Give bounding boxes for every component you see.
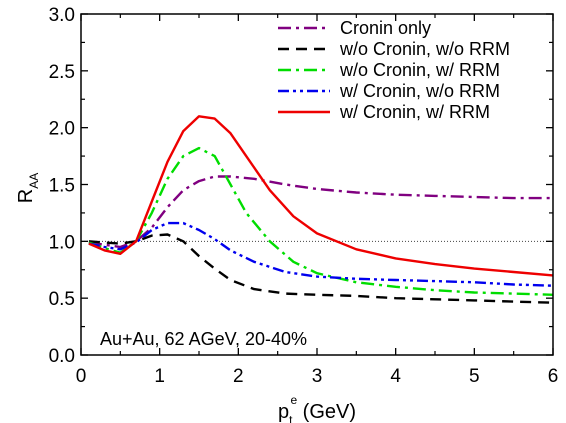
x-axis-title-sup: e	[290, 393, 297, 407]
legend-label-3: w/o Cronin, w/ RRM	[339, 60, 500, 80]
x-axis-title-main: p	[278, 401, 289, 423]
y-tick-label: 1.5	[49, 176, 75, 197]
y-tick-label: 0.0	[49, 346, 75, 367]
x-tick-label: 2	[233, 366, 244, 387]
legend-label-2: w/o Cronin, w/o RRM	[339, 39, 510, 59]
x-tick-label: 3	[312, 366, 323, 387]
y-tick-label: 1.0	[49, 232, 75, 253]
y-axis-title: RAA	[15, 173, 41, 203]
series-line-2	[88, 233, 553, 304]
series-layer	[88, 115, 553, 304]
series-line-4	[88, 221, 553, 287]
series-line-3	[88, 146, 553, 296]
ticks-layer: 0 1 2 3 4 5 6 0.0 0.5 1.0 1.5 2.0 2.5 3.0	[49, 5, 559, 387]
x-tick-label: 0	[76, 366, 87, 387]
x-axis-title: pte (GeV)	[278, 393, 356, 423]
y-axis-title-main: R	[15, 189, 37, 203]
legend-label-1: Cronin only	[340, 18, 431, 38]
x-axis-title-rest: (GeV)	[297, 401, 356, 423]
series-line-5	[88, 115, 553, 277]
x-tick-label: 6	[548, 366, 559, 387]
x-tick-label: 5	[469, 366, 480, 387]
y-tick-label: 2.5	[49, 62, 75, 83]
y-tick-label: 3.0	[49, 5, 75, 26]
legend-label-5: w/ Cronin, w/ RRM	[339, 102, 490, 122]
y-tick-label: 2.0	[49, 119, 75, 140]
legend-label-4: w/ Cronin, w/o RRM	[339, 81, 500, 101]
y-tick-label: 0.5	[49, 289, 75, 310]
x-tick-label: 4	[390, 366, 401, 387]
x-tick-label: 1	[154, 366, 165, 387]
y-axis-title-sub: AA	[27, 173, 41, 189]
annotation-text: Au+Au, 62 AGeV, 20-40%	[100, 329, 307, 349]
x-axis-title-sub: t	[289, 413, 293, 423]
series-line-1	[88, 175, 553, 249]
